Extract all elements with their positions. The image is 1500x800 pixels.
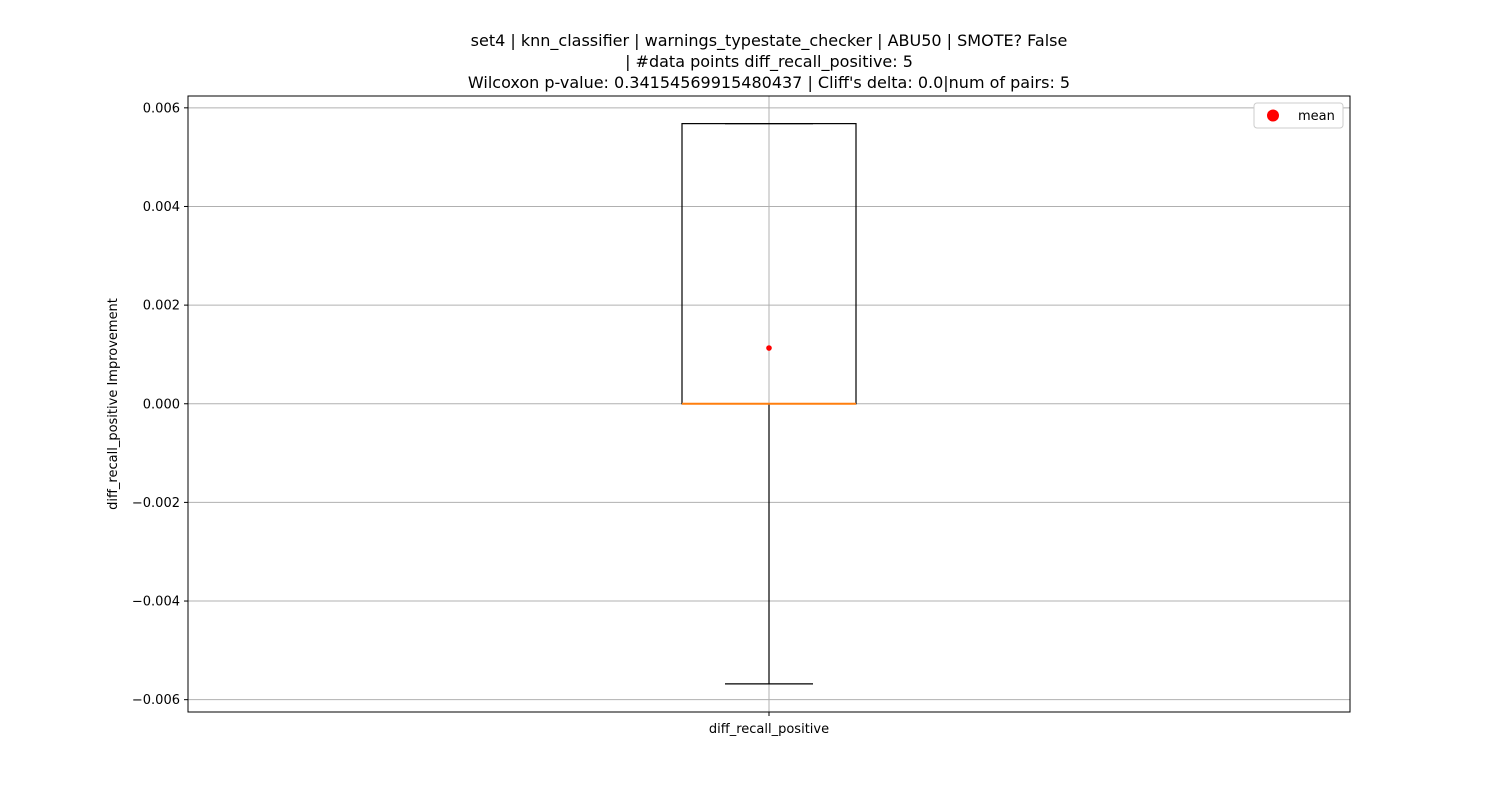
y-tick-label: 0.002	[143, 299, 180, 314]
legend-mean-marker	[1267, 109, 1279, 122]
x-axis-ticks: diff_recall_positive	[709, 712, 829, 737]
title-line-1: set4 | knn_classifier | warnings_typesta…	[471, 31, 1068, 51]
x-tick-label: diff_recall_positive	[709, 722, 829, 737]
legend-frame	[1253, 102, 1344, 129]
legend: mean	[1253, 102, 1344, 129]
y-tick-label: −0.006	[132, 693, 180, 708]
title-line-2: | #data points diff_recall_positive: 5	[625, 52, 913, 72]
y-axis-label: diff_recall_positive Improvement	[106, 298, 121, 510]
y-tick-label: 0.000	[143, 397, 180, 412]
y-tick-label: −0.002	[132, 496, 180, 511]
y-tick-label: 0.006	[143, 101, 180, 116]
mean-marker	[766, 345, 772, 351]
y-tick-label: 0.004	[143, 200, 180, 215]
box-layer	[681, 123, 857, 685]
y-axis-ticks: −0.006 −0.004 −0.002 0.000 0.002 0.004 0.006	[132, 101, 188, 708]
y-tick-label: −0.004	[132, 595, 180, 610]
chart-title: set4 | knn_classifier | warnings_typesta…	[468, 31, 1070, 92]
title-line-3: Wilcoxon p-value: 0.34154569915480437 | …	[468, 73, 1070, 92]
legend-mean-label: mean	[1298, 109, 1335, 124]
